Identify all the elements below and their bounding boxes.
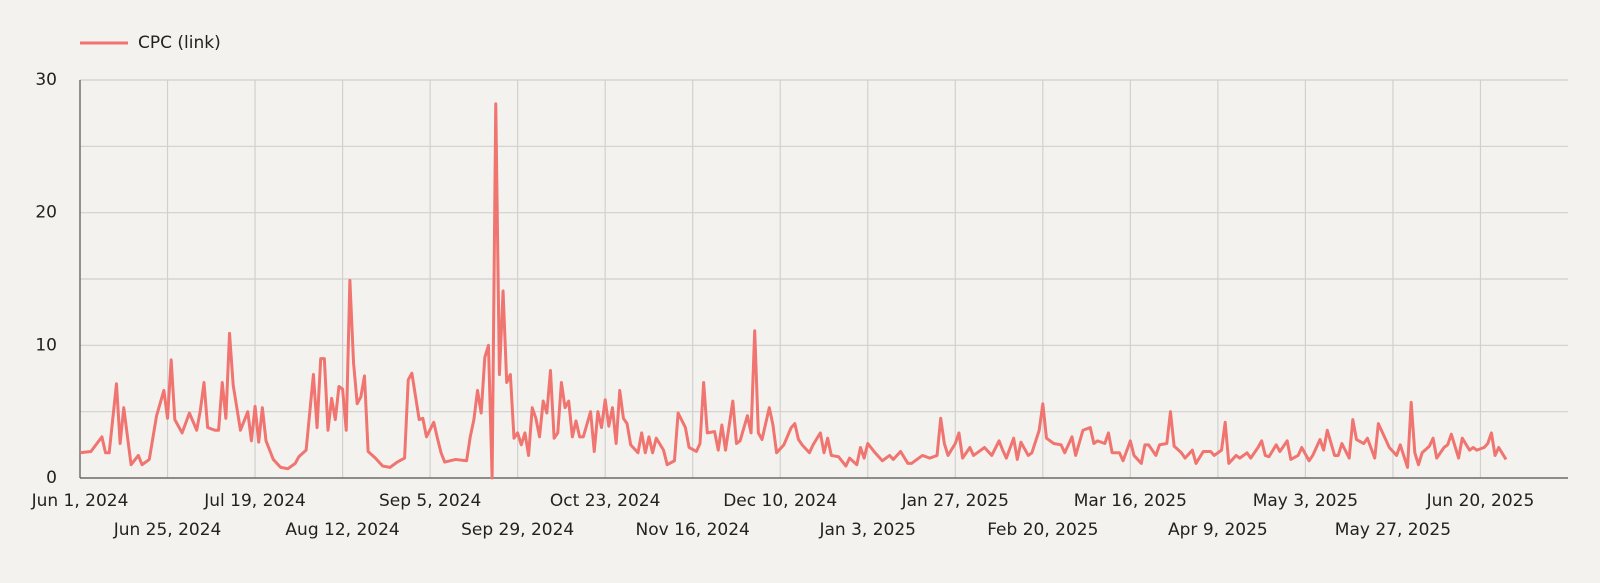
x-tick-label: Jan 3, 2025 — [819, 520, 917, 540]
x-tick-label: Oct 23, 2024 — [550, 491, 661, 511]
legend-label: CPC (link) — [138, 33, 221, 53]
x-tick-label: Dec 10, 2024 — [723, 491, 837, 511]
x-tick-label: Feb 20, 2025 — [987, 520, 1098, 540]
y-tick-label: 20 — [35, 203, 57, 223]
y-tick-label: 0 — [46, 468, 57, 488]
x-tick-label: Aug 12, 2024 — [285, 520, 399, 540]
x-tick-label: May 3, 2025 — [1253, 491, 1358, 511]
x-tick-label: Jan 27, 2025 — [901, 491, 1009, 511]
x-tick-label: Mar 16, 2025 — [1074, 491, 1187, 511]
y-tick-label: 30 — [35, 70, 57, 90]
x-tick-label: Sep 29, 2024 — [461, 520, 574, 540]
x-tick-label: Apr 9, 2025 — [1168, 520, 1268, 540]
x-tick-label: Jun 20, 2025 — [1426, 491, 1535, 511]
x-tick-label: Jun 1, 2024 — [31, 491, 129, 511]
x-tick-label: Sep 5, 2024 — [379, 491, 481, 511]
y-tick-label: 10 — [35, 335, 57, 355]
x-tick-label: May 27, 2025 — [1335, 520, 1451, 540]
x-tick-label: Jun 25, 2024 — [113, 520, 222, 540]
data-line — [79, 102, 1508, 480]
x-tick-label: Nov 16, 2024 — [636, 520, 750, 540]
x-tick-label: Jul 19, 2024 — [203, 491, 306, 511]
